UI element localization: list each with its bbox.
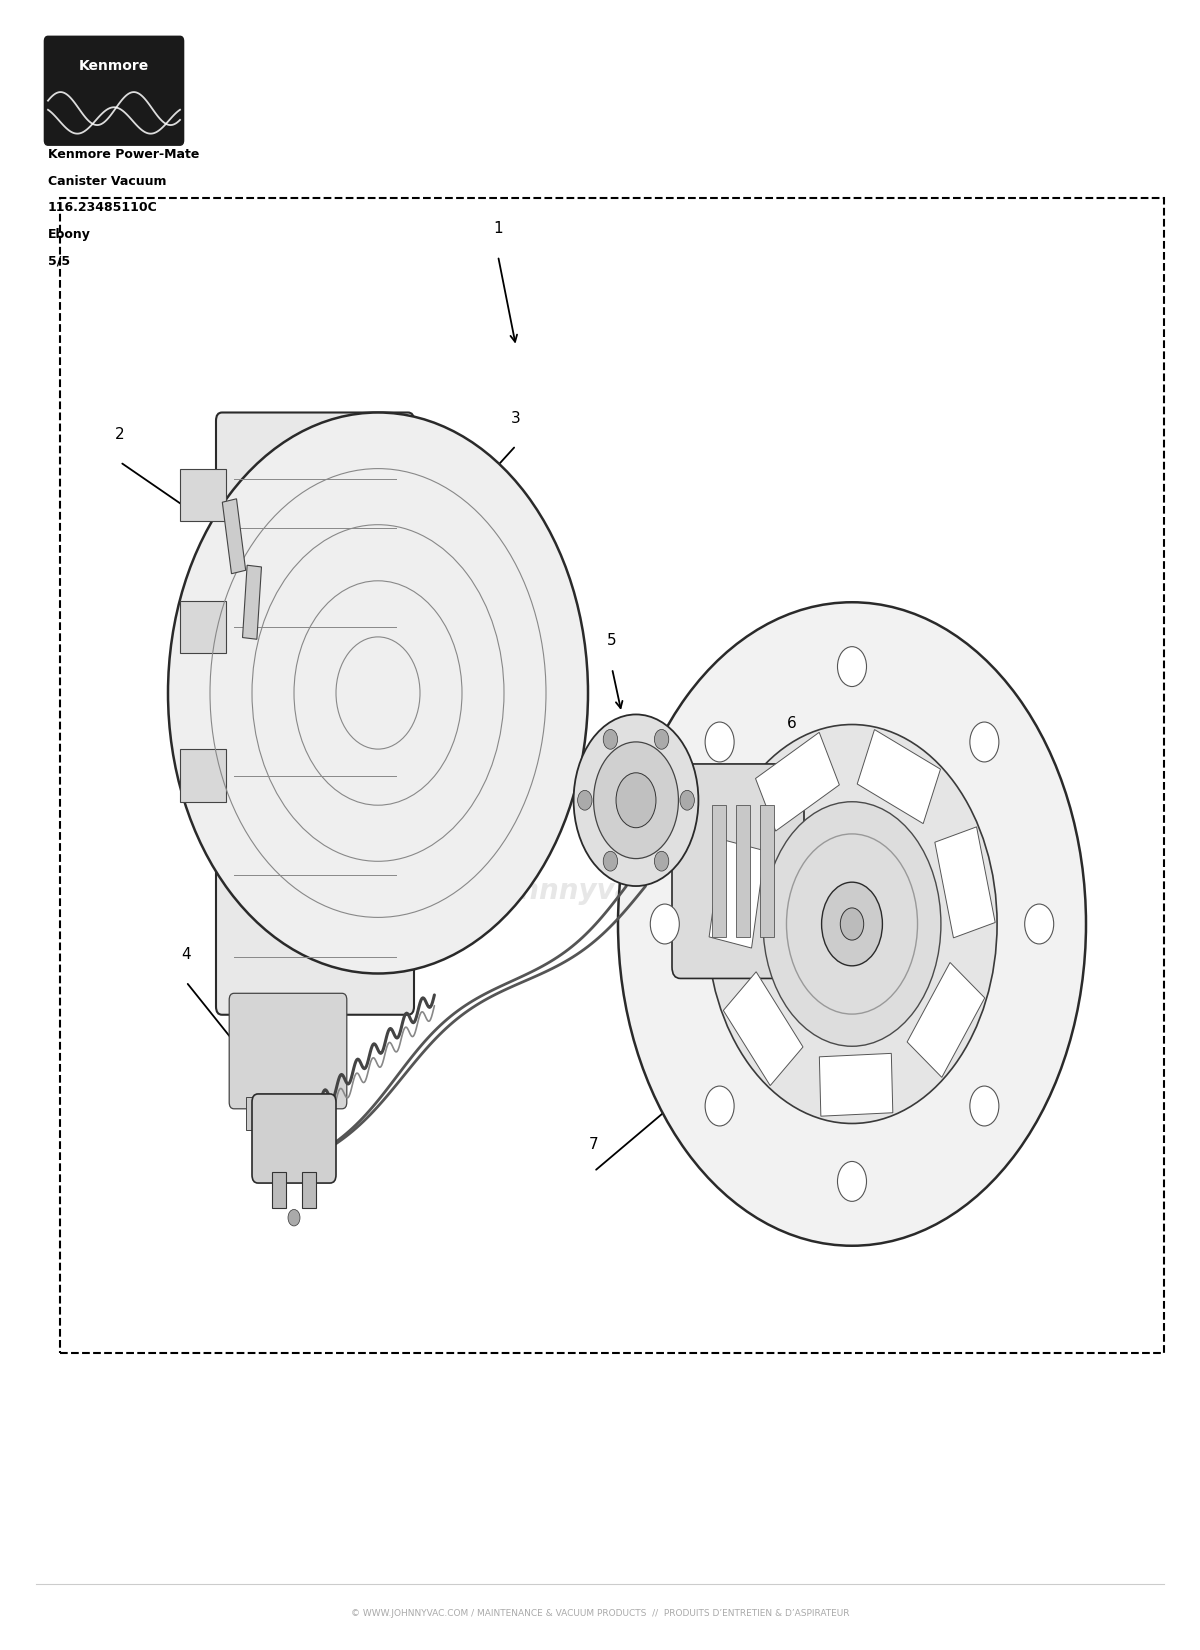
Circle shape [604, 729, 618, 749]
Bar [60, 198, 1164, 1353]
Polygon shape [709, 840, 766, 949]
Circle shape [838, 647, 866, 686]
Circle shape [604, 851, 618, 871]
Circle shape [706, 723, 734, 762]
Circle shape [706, 1086, 734, 1125]
Text: 116.23485110C: 116.23485110C [48, 201, 157, 214]
Circle shape [707, 724, 997, 1124]
Circle shape [577, 790, 592, 810]
Text: © WWW.JOHNNYVAC.COM / MAINTENANCE & VACUUM PRODUCTS  //  PRODUITS D’ENTRETIEN & : © WWW.JOHNNYVAC.COM / MAINTENANCE & VACU… [350, 1609, 850, 1619]
Circle shape [654, 729, 668, 749]
Circle shape [594, 742, 678, 858]
Bar [180, 469, 226, 521]
Circle shape [838, 1162, 866, 1201]
Text: Kenmore: Kenmore [79, 59, 149, 73]
Circle shape [680, 790, 695, 810]
Polygon shape [242, 566, 262, 639]
Text: 5/5: 5/5 [48, 254, 70, 267]
Bar [760, 805, 774, 937]
Circle shape [288, 1209, 300, 1226]
Bar [736, 805, 750, 937]
Bar [302, 1172, 316, 1208]
Circle shape [970, 1086, 998, 1125]
Polygon shape [724, 972, 803, 1086]
FancyBboxPatch shape [252, 1094, 336, 1183]
Text: Ebony: Ebony [48, 228, 91, 241]
Text: Canister Vacuum: Canister Vacuum [48, 175, 167, 188]
FancyBboxPatch shape [44, 36, 184, 145]
Circle shape [1025, 904, 1054, 944]
Polygon shape [756, 733, 839, 832]
Ellipse shape [168, 412, 588, 974]
Text: 5: 5 [607, 634, 617, 648]
Circle shape [654, 851, 668, 871]
Text: 4: 4 [181, 947, 191, 962]
FancyBboxPatch shape [229, 993, 347, 1109]
Bar [272, 1172, 286, 1208]
Circle shape [574, 714, 698, 886]
Polygon shape [935, 827, 995, 937]
Text: 1: 1 [493, 221, 503, 236]
Text: 6: 6 [787, 716, 797, 731]
Polygon shape [820, 1053, 893, 1115]
FancyBboxPatch shape [216, 412, 414, 1015]
Bar [180, 749, 226, 802]
Polygon shape [857, 729, 941, 823]
Text: 7: 7 [589, 1137, 599, 1152]
Bar [294, 1097, 316, 1130]
Circle shape [970, 723, 998, 762]
Circle shape [618, 602, 1086, 1246]
Circle shape [822, 883, 882, 965]
Circle shape [840, 908, 864, 940]
FancyBboxPatch shape [672, 764, 804, 978]
Bar [246, 1097, 268, 1130]
Circle shape [650, 904, 679, 944]
Bar [180, 601, 226, 653]
Circle shape [763, 802, 941, 1046]
Bar [712, 805, 726, 937]
Text: 3: 3 [511, 411, 521, 426]
Circle shape [616, 772, 656, 828]
Text: Kenmore Power-Mate: Kenmore Power-Mate [48, 148, 199, 162]
Polygon shape [907, 962, 985, 1077]
Text: www.johnnyvac: www.johnnyvac [406, 878, 650, 904]
Text: 2: 2 [115, 427, 125, 442]
Polygon shape [222, 498, 246, 574]
